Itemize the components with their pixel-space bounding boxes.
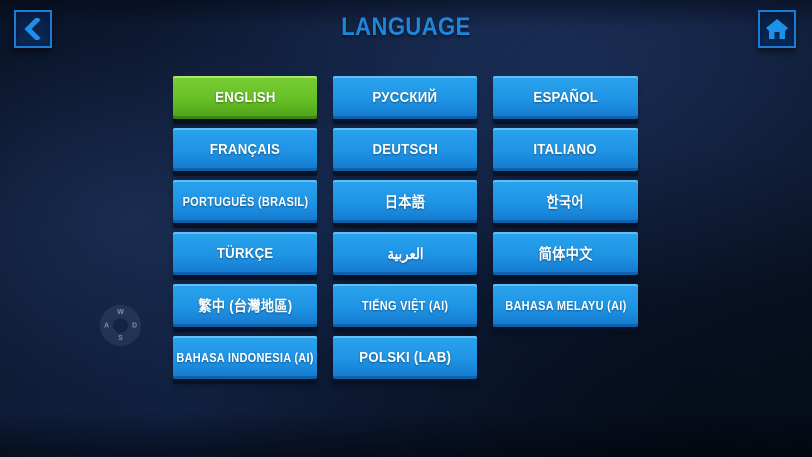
language-button-english[interactable]: ENGLISH: [173, 76, 317, 119]
language-label: 繁中 (台灣地區): [197, 298, 293, 315]
home-button[interactable]: [758, 10, 796, 48]
language-label: ESPAÑOL: [533, 89, 598, 106]
language-label: ENGLISH: [214, 89, 276, 106]
language-button-japanese[interactable]: 日本語: [333, 180, 477, 223]
language-button-russian[interactable]: РУССКИЙ: [333, 76, 477, 119]
language-label: ITALIANO: [533, 141, 598, 158]
language-button-arabic[interactable]: العربية: [333, 232, 477, 275]
language-label: 日本語: [384, 194, 426, 211]
language-label: TIẾNG VIỆT (AI): [361, 298, 449, 313]
back-button[interactable]: [14, 10, 52, 48]
language-label: POLSKI (LAB): [359, 349, 451, 366]
language-label: 简体中文: [538, 246, 593, 263]
language-button-turkish[interactable]: TÜRKÇE: [173, 232, 317, 275]
language-label: PORTUGUÊS (BRASIL): [182, 194, 308, 209]
language-label: BAHASA MELAYU (AI): [504, 298, 627, 313]
language-label: العربية: [386, 245, 424, 263]
language-label: BAHASA INDONESIA (AI): [176, 350, 314, 365]
language-button-korean[interactable]: 한국어: [493, 180, 638, 223]
language-button-vietnamese[interactable]: TIẾNG VIỆT (AI): [333, 284, 477, 327]
wasd-key-s: S: [118, 335, 123, 342]
language-button-portuguese-brasil[interactable]: PORTUGUÊS (BRASIL): [173, 180, 317, 223]
language-button-polish[interactable]: POLSKI (LAB): [333, 336, 477, 379]
language-label: FRANÇAIS: [209, 141, 281, 158]
language-button-german[interactable]: DEUTSCH: [333, 128, 477, 171]
wasd-key-w: W: [117, 309, 124, 316]
wasd-key-a: A: [104, 322, 110, 329]
page-title: LANGUAGE: [341, 13, 471, 41]
language-button-french[interactable]: FRANÇAIS: [173, 128, 317, 171]
language-grid: ENGLISH РУССКИЙ ESPAÑOL FRANÇAIS DEUTSCH…: [173, 76, 638, 379]
language-button-italian[interactable]: ITALIANO: [493, 128, 638, 171]
wasd-watermark: W A S D: [98, 303, 143, 348]
chevron-left-icon: [24, 18, 41, 40]
language-button-indonesian[interactable]: BAHASA INDONESIA (AI): [173, 336, 317, 379]
wasd-key-d: D: [131, 322, 137, 329]
language-label: DEUTSCH: [372, 141, 438, 158]
language-button-malay[interactable]: BAHASA MELAYU (AI): [493, 284, 638, 327]
home-icon: [766, 19, 788, 39]
language-button-simplified-chinese[interactable]: 简体中文: [493, 232, 638, 275]
language-label: РУССКИЙ: [372, 89, 438, 106]
language-label: 한국어: [546, 194, 585, 211]
language-label: TÜRKÇE: [216, 245, 274, 262]
language-button-spanish[interactable]: ESPAÑOL: [493, 76, 638, 119]
language-button-traditional-chinese[interactable]: 繁中 (台灣地區): [173, 284, 317, 327]
